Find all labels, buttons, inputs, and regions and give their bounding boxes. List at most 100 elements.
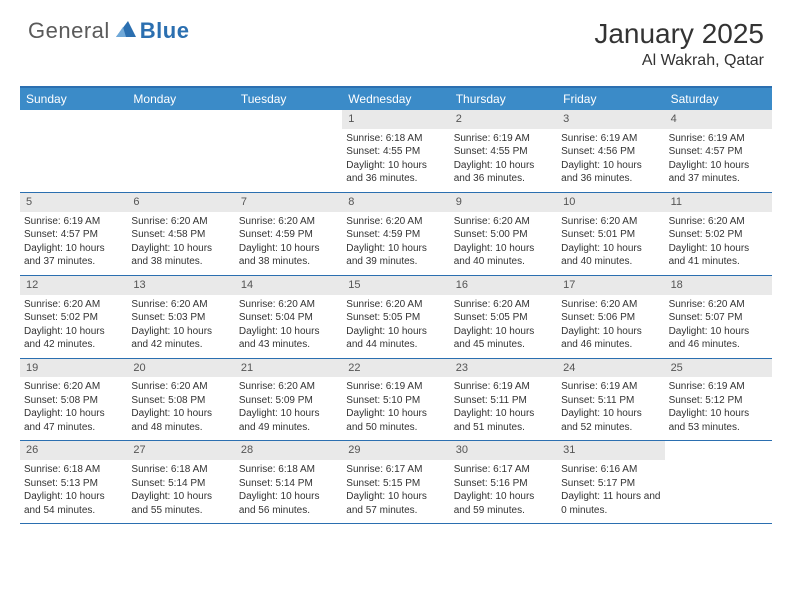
day-number: 15	[342, 276, 449, 295]
daylight-line: Daylight: 10 hours and 47 minutes.	[24, 407, 123, 434]
sunrise-line: Sunrise: 6:18 AM	[131, 463, 230, 477]
day-number: 30	[450, 441, 557, 460]
dow-label: Monday	[127, 88, 234, 110]
sunrise-line: Sunrise: 6:16 AM	[561, 463, 660, 477]
day-cell: 18Sunrise: 6:20 AMSunset: 5:07 PMDayligh…	[665, 276, 772, 358]
sunset-line: Sunset: 5:00 PM	[454, 228, 553, 242]
day-number: 13	[127, 276, 234, 295]
day-number: 31	[557, 441, 664, 460]
sunrise-line: Sunrise: 6:18 AM	[346, 132, 445, 146]
daylight-line: Daylight: 10 hours and 53 minutes.	[669, 407, 768, 434]
day-cell: 12Sunrise: 6:20 AMSunset: 5:02 PMDayligh…	[20, 276, 127, 358]
week-row: ...1Sunrise: 6:18 AMSunset: 4:55 PMDayli…	[20, 110, 772, 193]
sunset-line: Sunset: 4:58 PM	[131, 228, 230, 242]
sunset-line: Sunset: 5:04 PM	[239, 311, 338, 325]
day-cell: 25Sunrise: 6:19 AMSunset: 5:12 PMDayligh…	[665, 359, 772, 441]
sunrise-line: Sunrise: 6:20 AM	[131, 215, 230, 229]
sunrise-line: Sunrise: 6:19 AM	[669, 380, 768, 394]
sunrise-line: Sunrise: 6:19 AM	[24, 215, 123, 229]
daylight-line: Daylight: 10 hours and 56 minutes.	[239, 490, 338, 517]
title-block: January 2025 Al Wakrah, Qatar	[594, 18, 764, 70]
day-cell: 28Sunrise: 6:18 AMSunset: 5:14 PMDayligh…	[235, 441, 342, 523]
day-number: 12	[20, 276, 127, 295]
sunrise-line: Sunrise: 6:20 AM	[669, 215, 768, 229]
daylight-line: Daylight: 10 hours and 42 minutes.	[24, 325, 123, 352]
day-cell: 4Sunrise: 6:19 AMSunset: 4:57 PMDaylight…	[665, 110, 772, 192]
dow-row: SundayMondayTuesdayWednesdayThursdayFrid…	[20, 88, 772, 110]
daylight-line: Daylight: 10 hours and 59 minutes.	[454, 490, 553, 517]
sunrise-line: Sunrise: 6:18 AM	[24, 463, 123, 477]
week-row: 12Sunrise: 6:20 AMSunset: 5:02 PMDayligh…	[20, 276, 772, 359]
day-number: 2	[450, 110, 557, 129]
daylight-line: Daylight: 10 hours and 51 minutes.	[454, 407, 553, 434]
day-cell: 24Sunrise: 6:19 AMSunset: 5:11 PMDayligh…	[557, 359, 664, 441]
daylight-line: Daylight: 10 hours and 55 minutes.	[131, 490, 230, 517]
sunset-line: Sunset: 5:09 PM	[239, 394, 338, 408]
sunset-line: Sunset: 5:02 PM	[669, 228, 768, 242]
day-number: 23	[450, 359, 557, 378]
day-cell: 6Sunrise: 6:20 AMSunset: 4:58 PMDaylight…	[127, 193, 234, 275]
title-location: Al Wakrah, Qatar	[594, 52, 764, 70]
day-cell: 27Sunrise: 6:18 AMSunset: 5:14 PMDayligh…	[127, 441, 234, 523]
day-number: 7	[235, 193, 342, 212]
daylight-line: Daylight: 10 hours and 57 minutes.	[346, 490, 445, 517]
calendar: SundayMondayTuesdayWednesdayThursdayFrid…	[20, 86, 772, 524]
daylight-line: Daylight: 10 hours and 40 minutes.	[454, 242, 553, 269]
sunrise-line: Sunrise: 6:19 AM	[454, 380, 553, 394]
sunset-line: Sunset: 5:11 PM	[561, 394, 660, 408]
sunrise-line: Sunrise: 6:20 AM	[669, 298, 768, 312]
day-number: 28	[235, 441, 342, 460]
daylight-line: Daylight: 10 hours and 46 minutes.	[669, 325, 768, 352]
daylight-line: Daylight: 10 hours and 38 minutes.	[239, 242, 338, 269]
day-cell: 3Sunrise: 6:19 AMSunset: 4:56 PMDaylight…	[557, 110, 664, 192]
day-cell: 5 Sunrise: 6:19 AMSunset: 4:57 PMDaylight…	[20, 193, 127, 275]
day-cell: .	[235, 110, 342, 192]
sunset-line: Sunset: 5:10 PM	[346, 394, 445, 408]
daylight-line: Daylight: 11 hours and 0 minutes.	[561, 490, 660, 517]
sunrise-line: Sunrise: 6:20 AM	[239, 215, 338, 229]
day-cell: 14Sunrise: 6:20 AMSunset: 5:04 PMDayligh…	[235, 276, 342, 358]
title-month: January 2025	[594, 18, 764, 50]
day-number: 29	[342, 441, 449, 460]
sunset-line: Sunset: 5:12 PM	[669, 394, 768, 408]
daylight-line: Daylight: 10 hours and 46 minutes.	[561, 325, 660, 352]
daylight-line: Daylight: 10 hours and 39 minutes.	[346, 242, 445, 269]
daylight-line: Daylight: 10 hours and 48 minutes.	[131, 407, 230, 434]
day-number: 9	[450, 193, 557, 212]
day-number: 20	[127, 359, 234, 378]
sunrise-line: Sunrise: 6:20 AM	[561, 215, 660, 229]
day-number: 19	[20, 359, 127, 378]
dow-label: Wednesday	[342, 88, 449, 110]
sunset-line: Sunset: 4:57 PM	[24, 228, 123, 242]
sunset-line: Sunset: 5:13 PM	[24, 477, 123, 491]
sunrise-line: Sunrise: 6:19 AM	[561, 132, 660, 146]
week-row: 19Sunrise: 6:20 AMSunset: 5:08 PMDayligh…	[20, 359, 772, 442]
week-row: 5Sunrise: 6:19 AMSunset: 4:57 PMDaylight…	[20, 193, 772, 276]
sunrise-line: Sunrise: 6:20 AM	[346, 298, 445, 312]
daylight-line: Daylight: 10 hours and 43 minutes.	[239, 325, 338, 352]
sunset-line: Sunset: 5:05 PM	[454, 311, 553, 325]
day-number: 14	[235, 276, 342, 295]
day-number: 11	[665, 193, 772, 212]
day-cell: 9Sunrise: 6:20 AMSunset: 5:00 PMDaylight…	[450, 193, 557, 275]
sunrise-line: Sunrise: 6:19 AM	[669, 132, 768, 146]
sunset-line: Sunset: 5:14 PM	[131, 477, 230, 491]
day-number: 5	[20, 193, 127, 212]
daylight-line: Daylight: 10 hours and 37 minutes.	[669, 159, 768, 186]
sunrise-line: Sunrise: 6:19 AM	[454, 132, 553, 146]
day-number: 26	[20, 441, 127, 460]
day-cell: 1Sunrise: 6:18 AMSunset: 4:55 PMDaylight…	[342, 110, 449, 192]
daylight-line: Daylight: 10 hours and 50 minutes.	[346, 407, 445, 434]
weeks-container: ...1Sunrise: 6:18 AMSunset: 4:55 PMDayli…	[20, 110, 772, 524]
day-number: 16	[450, 276, 557, 295]
sunrise-line: Sunrise: 6:20 AM	[346, 215, 445, 229]
day-number: 24	[557, 359, 664, 378]
sunset-line: Sunset: 5:17 PM	[561, 477, 660, 491]
daylight-line: Daylight: 10 hours and 37 minutes.	[24, 242, 123, 269]
brand-blue: Blue	[140, 18, 190, 44]
day-cell: 19Sunrise: 6:20 AMSunset: 5:08 PMDayligh…	[20, 359, 127, 441]
sunrise-line: Sunrise: 6:20 AM	[131, 298, 230, 312]
week-row: 26Sunrise: 6:18 AMSunset: 5:13 PMDayligh…	[20, 441, 772, 524]
dow-label: Saturday	[665, 88, 772, 110]
sunset-line: Sunset: 5:08 PM	[24, 394, 123, 408]
